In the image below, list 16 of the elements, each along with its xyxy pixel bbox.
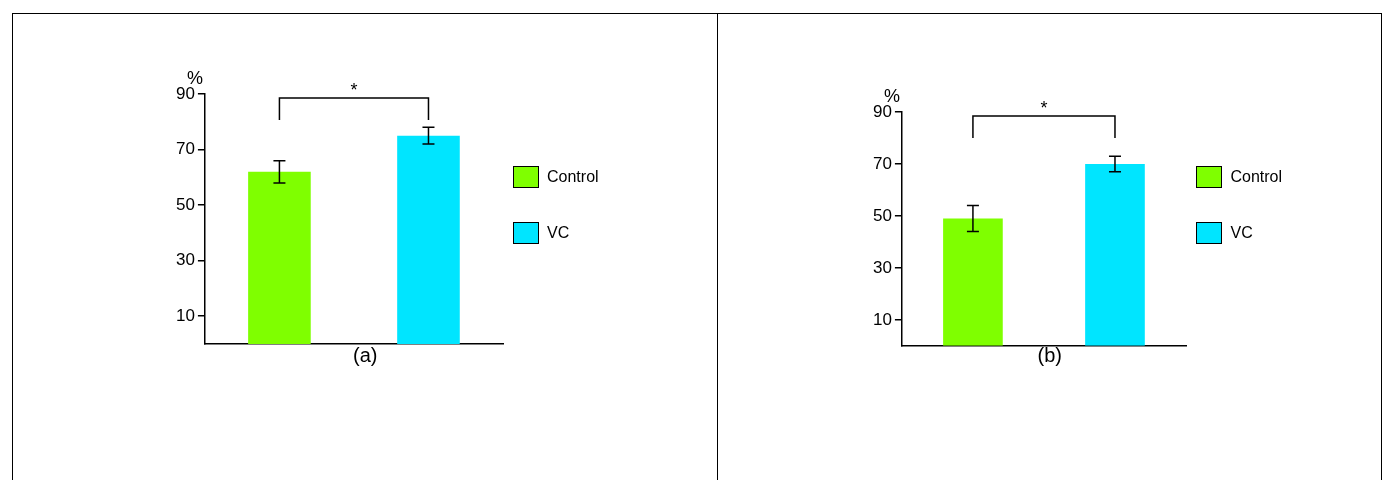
y-tick-label: 30 xyxy=(873,257,893,277)
annotation: * xyxy=(1040,97,1048,118)
y-tick-label: 30 xyxy=(175,250,195,270)
legend-label: Control xyxy=(1230,168,1283,186)
y-tick-label: 70 xyxy=(873,153,893,173)
y-tick-label: 50 xyxy=(175,194,195,214)
legend-label: VC xyxy=(1230,224,1253,242)
y-tick-label: 70 xyxy=(175,139,195,159)
text: (a) xyxy=(352,344,379,367)
legend-label: Control xyxy=(547,168,599,186)
y-tick-label: 10 xyxy=(175,305,195,325)
text: (b) xyxy=(1036,344,1063,367)
y-tick-label: 10 xyxy=(873,309,893,329)
annotation: * xyxy=(350,79,358,100)
legend-label: VC xyxy=(547,224,570,242)
y-tick-label: 50 xyxy=(873,205,893,225)
